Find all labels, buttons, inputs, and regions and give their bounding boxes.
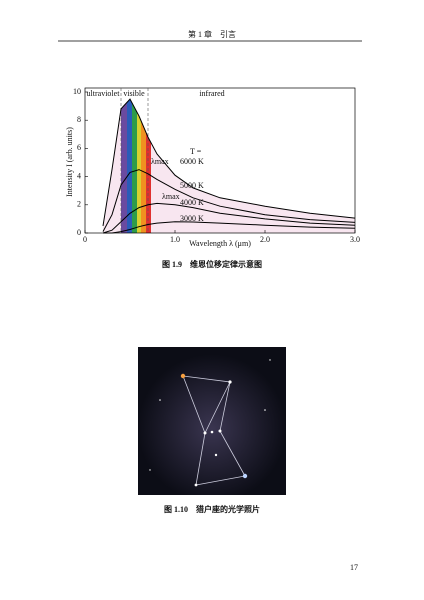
page-number: 17 (350, 563, 358, 572)
spectrum (103, 99, 355, 233)
region-label: infrared (199, 89, 224, 98)
annotation: λmax (151, 157, 169, 166)
x-tick-label: 3.0 (350, 235, 360, 244)
series-label: 4000 K (180, 198, 204, 207)
y-tick-label: 0 (77, 228, 81, 237)
chart: ultraviolet 0 1.0 2.0 3.0 0 2 4 6 8 10 Wavelength … (65, 87, 360, 248)
y-tick-label: 6 (77, 143, 81, 152)
x-tick-label: 2.0 (260, 235, 270, 244)
series-label: 3000 K (180, 214, 204, 223)
curve (102, 98, 356, 226)
region-label: visible (123, 89, 145, 98)
orion-photo (138, 347, 286, 495)
curve (103, 221, 356, 234)
x-axis-label: Wavelength λ (μm) (189, 239, 251, 248)
x-tick-label: 0 (83, 235, 87, 244)
region-label: ultraviolet (87, 89, 121, 98)
x-tick-label: 1.0 (170, 235, 180, 244)
curve (102, 169, 356, 232)
header-title: 第 1 章 引言 (188, 29, 236, 39)
y-axis-label: Intensity I (arb. units) (65, 127, 74, 197)
y-tick-label: 2 (77, 200, 81, 209)
series-label: 6000 K (180, 157, 204, 166)
temperature-label: T = (190, 147, 202, 156)
series-label: 5000 K (180, 181, 204, 190)
figure-caption: 图 1.10 猎户座的光学照片 (164, 504, 260, 514)
curve (102, 202, 356, 234)
y-tick-label: 8 (77, 115, 81, 124)
figure-caption: 图 1.9 维恩位移定律示意图 (162, 259, 262, 269)
y-tick-label: 10 (73, 87, 81, 96)
annotation: λmax (162, 192, 180, 201)
y-tick-label: 4 (77, 171, 81, 180)
